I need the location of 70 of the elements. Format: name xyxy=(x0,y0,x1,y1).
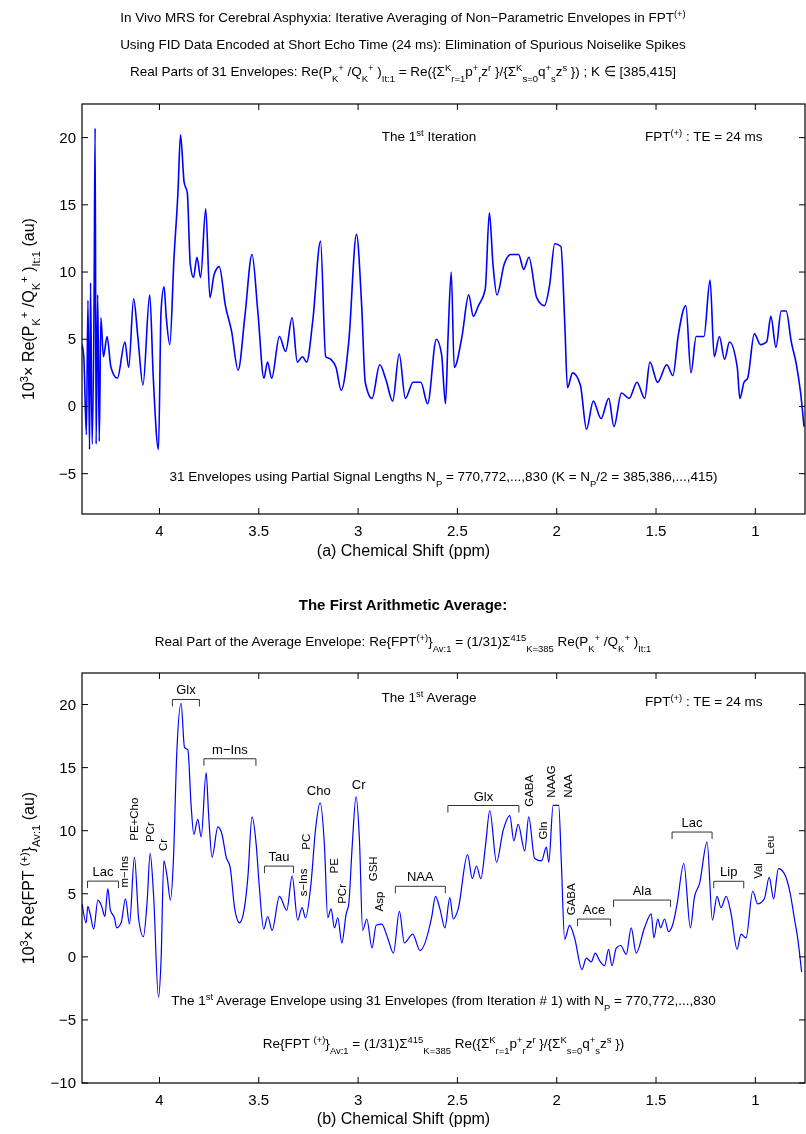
x-tick-label: 4 xyxy=(155,1091,164,1108)
annotation: PC xyxy=(300,833,313,850)
text: Re{FPT $^{(+)}$}$_{Av:1}$ = (1/31)Σ$^{415}$$_{K=385}$ Re({Σ$^{K}$$_{r=1}$p$^{+}$$_{r}$z$^{r}$ }/{Σ$^{K}$$_{s=0}$q$^{+}$$_{s}$z$^{s}$ }) xyxy=(262,1033,625,1056)
x-tick-label: 3.5 xyxy=(248,1091,270,1108)
x-tick-label: 3.5 xyxy=(248,522,270,539)
annotation: The 1$^{st}$ Average Envelope using 31 Envelopes (from Iteration # 1) with N$_{P}$ = 770,772,...,830 xyxy=(171,990,716,1013)
annotation: s−Ins xyxy=(296,868,309,897)
y-tick-label: 20 xyxy=(59,128,76,146)
chart-title: In Vivo MRS for Cerebral Asphyxia: Iterative Averaging of Non−Parametric Envelopes in FPT$^{(+)}$ xyxy=(120,7,686,25)
x-tick-label: 2 xyxy=(552,1091,561,1108)
y-tick-label: 10 xyxy=(59,263,76,281)
text: Using FID Data Encoded at Short Echo Time (24 ms): Elimination of Spurious Noiselike Spikes Real Parts of 31 Envelopes: Re(P$_{K}$$^{+}$ /Q$_{K}$$^{+}$ )$_{It:1}$ = Re({Σ$^{K}$$_{r=1}$p$^{+}$$_{r}$z$^{r}$ }/{Σ$^{K}$$_{s=0}$q$^{+}$$_{s}$z$^{s}$ }) ; K ∈ [385,415] xyxy=(120,37,686,84)
y-tick-label: −5 xyxy=(58,464,76,482)
annotation: NAAG xyxy=(544,765,557,798)
y-tick-label: 10 xyxy=(59,821,76,839)
annotation: m−Ins xyxy=(212,741,249,757)
x-tick-label: 1.5 xyxy=(645,522,667,539)
annotation: PCr xyxy=(335,883,348,904)
y-tick-label: 0 xyxy=(67,397,76,415)
annotation: Cr xyxy=(156,838,169,851)
annotation: The 1$^{st}$ Iteration xyxy=(381,126,477,144)
annotation: NAA xyxy=(562,773,575,798)
y-tick-label: −5 xyxy=(58,1010,76,1028)
x-tick-label: 3 xyxy=(353,522,363,539)
annotation: Lac xyxy=(92,864,114,880)
annotation: Val xyxy=(751,863,764,879)
annotation: Cr xyxy=(351,777,367,793)
chart-title: The First Arithmetic Average: xyxy=(298,596,508,613)
annotation: Cho xyxy=(306,783,331,799)
annotation: Leu xyxy=(764,835,777,855)
annotation: GSH xyxy=(366,856,379,882)
annotation: Ace xyxy=(582,902,606,918)
y-tick-label: 5 xyxy=(67,884,76,902)
text: Real Part of the Average Envelope: Re{FPT$^{(+)}$}$_{Av:1}$ = (1/31)Σ$^{415}$$_{K=385}$ Re(P$_{K}$$^{+}$ /Q$_{K}$$^{+}$ )$_{It:1}$ xyxy=(154,631,652,654)
x-tick-label: 2.5 xyxy=(446,1091,468,1108)
annotation: Glx xyxy=(473,788,494,804)
annotation: Tau xyxy=(268,849,290,865)
annotation: The 1$^{st}$ Average xyxy=(381,687,477,705)
annotation: GABA xyxy=(522,774,535,807)
annotation: NAA xyxy=(406,869,435,885)
y-tick-label: 0 xyxy=(67,947,76,965)
annotation: 31 Envelopes using Partial Signal Lengths N$_{P}$ = 770,772,...,830 (K = N$_{P}$/2 = 385,386,...,415) xyxy=(169,469,718,489)
y-tick-label: 5 xyxy=(67,330,76,348)
annotation: Lac xyxy=(681,815,704,831)
annotation: PCr xyxy=(144,822,157,843)
x-tick-label: 2 xyxy=(552,522,561,539)
y-tick-label: 20 xyxy=(59,695,76,713)
annotation: Gln xyxy=(537,821,550,840)
annotation: Glx xyxy=(176,682,197,698)
annotation: PE xyxy=(328,857,341,874)
annotation: Ala xyxy=(632,883,653,899)
x-tick-label: 2.5 xyxy=(446,522,468,539)
line-series xyxy=(82,127,805,451)
annotation: Asp xyxy=(373,891,386,912)
x-axis-title: (a) Chemical Shift (ppm) xyxy=(316,542,491,559)
y-tick-label: 15 xyxy=(59,758,76,776)
x-tick-label: 3 xyxy=(353,1091,363,1108)
x-tick-label: 1 xyxy=(751,522,760,539)
annotation: FPT$^{(+)}$ : TE = 24 ms xyxy=(644,691,763,709)
y-tick-label: −10 xyxy=(50,1074,76,1091)
x-tick-label: 1.5 xyxy=(645,1091,667,1108)
annotation: FPT$^{(+)}$ : TE = 24 ms xyxy=(644,126,763,144)
annotation: Lip xyxy=(720,864,738,880)
x-tick-label: 4 xyxy=(155,522,164,539)
x-axis-title: (b) Chemical Shift (ppm) xyxy=(316,1110,491,1127)
annotation: m−Ins xyxy=(118,855,131,888)
annotation: PE+Cho xyxy=(128,797,141,841)
y-tick-label: 15 xyxy=(59,195,76,213)
annotation: GABA xyxy=(565,883,578,916)
x-tick-label: 1 xyxy=(751,1091,760,1108)
